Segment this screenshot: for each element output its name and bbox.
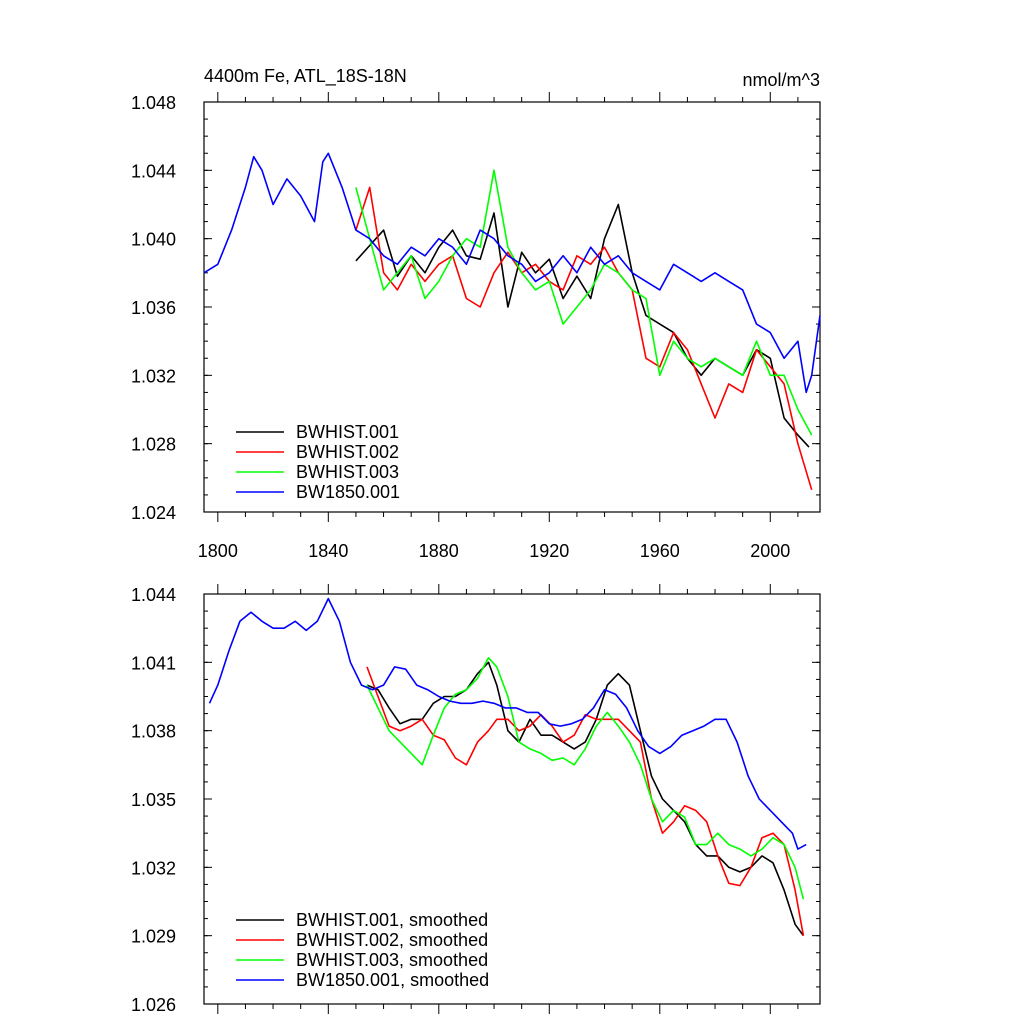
legend-label: BWHIST.002, smoothed bbox=[296, 930, 488, 950]
y-tick-label: 1.024 bbox=[131, 503, 176, 523]
y-tick-label: 1.029 bbox=[131, 927, 176, 947]
series-line-bwhist-001-smoothed bbox=[366, 661, 805, 937]
series-line-bwhist-003-smoothed bbox=[366, 656, 805, 900]
legend-label: BW1850.001 bbox=[296, 482, 400, 502]
y-tick-label: 1.048 bbox=[131, 93, 176, 113]
legend-label: BWHIST.003 bbox=[296, 462, 399, 482]
y-tick-label: 1.028 bbox=[131, 435, 176, 455]
legend-label: BWHIST.001, smoothed bbox=[296, 910, 488, 930]
series-line-bw1850-001 bbox=[203, 152, 821, 394]
y-tick-label: 1.035 bbox=[131, 790, 176, 810]
x-tick-label: 1880 bbox=[419, 541, 459, 561]
legend-label: BWHIST.003, smoothed bbox=[296, 950, 488, 970]
x-tick-label: 1840 bbox=[308, 541, 348, 561]
series-line-bwhist-002 bbox=[355, 186, 813, 491]
series-line-bwhist-003 bbox=[355, 169, 813, 436]
series-line-bwhist-002-smoothed bbox=[366, 666, 805, 936]
top-series-lines bbox=[203, 152, 821, 491]
y-tick-label: 1.041 bbox=[131, 653, 176, 673]
x-tick-label: 1800 bbox=[198, 541, 238, 561]
legend-label: BWHIST.002 bbox=[296, 442, 399, 462]
bottom-series-lines bbox=[208, 597, 807, 937]
legend-label: BW1850.001, smoothed bbox=[296, 970, 489, 990]
bottom-axis-ticks: 1.026 1.029 1.032 1.035 1.038 1.041 1.044 bbox=[131, 584, 820, 1015]
legend-label: BWHIST.001 bbox=[296, 422, 399, 442]
top-panel: 4400m Fe, ATL_18S-18N nmol/m^3 1.0241.02… bbox=[131, 66, 821, 561]
top-axis-ticks: 1.024 1.028 1.032 1.036 1.040 1.044 1.048 1800 1… bbox=[131, 92, 820, 561]
y-tick-label: 1.044 bbox=[131, 585, 176, 605]
y-tick-label: 1.032 bbox=[131, 858, 176, 878]
x-tick-label: 1920 bbox=[529, 541, 569, 561]
bottom-panel: 1.026 1.029 1.032 1.035 1.038 1.041 1.044 BWHI… bbox=[131, 584, 821, 1015]
series-line-bw1850-001-smoothed bbox=[208, 597, 807, 850]
series-line-bwhist-001 bbox=[355, 203, 810, 448]
top-chart-title: 4400m Fe, ATL_18S-18N bbox=[204, 66, 407, 87]
y-tick-label: 1.036 bbox=[131, 298, 176, 318]
y-tick-label: 1.040 bbox=[131, 230, 176, 250]
y-tick-label: 1.038 bbox=[131, 722, 176, 742]
x-tick-label: 2000 bbox=[750, 541, 790, 561]
y-tick-label: 1.044 bbox=[131, 161, 176, 181]
y-tick-label: 1.032 bbox=[131, 366, 176, 386]
top-chart-units: nmol/m^3 bbox=[743, 70, 820, 90]
x-tick-label: 1960 bbox=[640, 541, 680, 561]
y-tick-label: 1.026 bbox=[131, 995, 176, 1015]
